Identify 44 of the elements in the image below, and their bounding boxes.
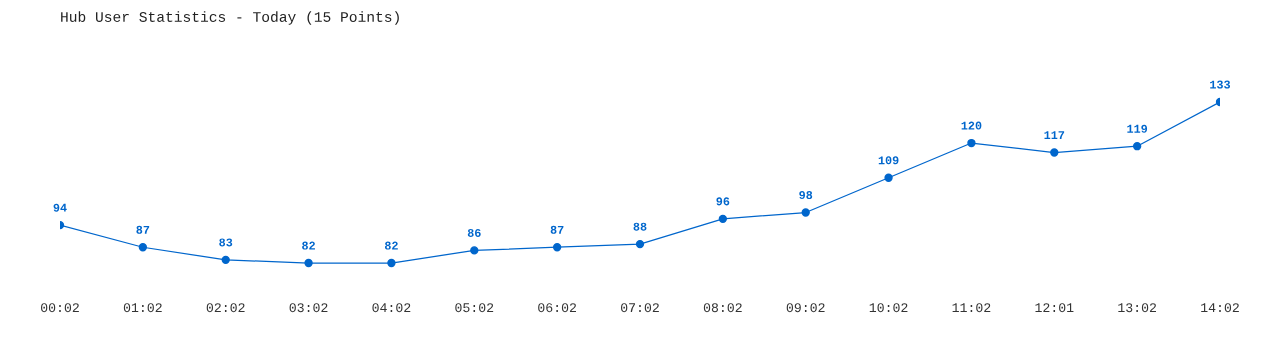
data-label: 82 (302, 241, 315, 250)
data-label: 94 (53, 203, 67, 212)
data-label: 119 (1127, 124, 1148, 133)
data-label: 120 (961, 121, 982, 130)
x-tick-label: 09:02 (786, 303, 825, 313)
point (138, 243, 148, 252)
x-tick-label: 00:02 (41, 303, 79, 313)
point (221, 255, 230, 265)
point (718, 214, 728, 223)
data-label: 82 (384, 241, 398, 250)
data-label: 117 (1044, 131, 1065, 139)
data-label: 83 (219, 238, 233, 247)
data-label: 133 (1210, 80, 1231, 89)
point (1050, 148, 1059, 157)
point (635, 239, 645, 249)
data-label: 98 (799, 191, 813, 200)
point (304, 258, 313, 268)
data-label: 87 (136, 225, 150, 234)
x-tick-label: 10:02 (869, 303, 908, 313)
chart-title: Hub User Statistics - Today (15 Points) (61, 11, 399, 25)
point (884, 173, 893, 182)
data-label: 96 (716, 197, 730, 206)
point (967, 138, 976, 148)
point (1132, 142, 1142, 151)
data-label: 87 (550, 225, 564, 234)
point (552, 243, 562, 252)
point (470, 246, 479, 255)
point (801, 208, 810, 217)
x-tick-label: 03:02 (289, 303, 328, 313)
x-tick-label: 06:02 (538, 303, 576, 313)
x-tick-label: 08:02 (703, 303, 742, 313)
x-tick-label: 02:02 (206, 303, 245, 313)
x-tick-label: 12:01 (1035, 303, 1074, 313)
x-tick-label: 07:02 (621, 303, 659, 313)
point (387, 258, 396, 268)
x-tick-label: 01:02 (123, 303, 162, 313)
x-tick-label: 11:02 (952, 303, 991, 313)
data-label: 109 (878, 156, 899, 165)
data-label: 86 (467, 228, 481, 237)
x-tick-label: 13:02 (1118, 303, 1156, 313)
x-tick-label: 05:02 (455, 303, 494, 313)
data-label: 88 (633, 222, 647, 231)
x-tick-label: 04:02 (372, 303, 411, 313)
x-tick-label: 14:02 (1201, 303, 1239, 313)
